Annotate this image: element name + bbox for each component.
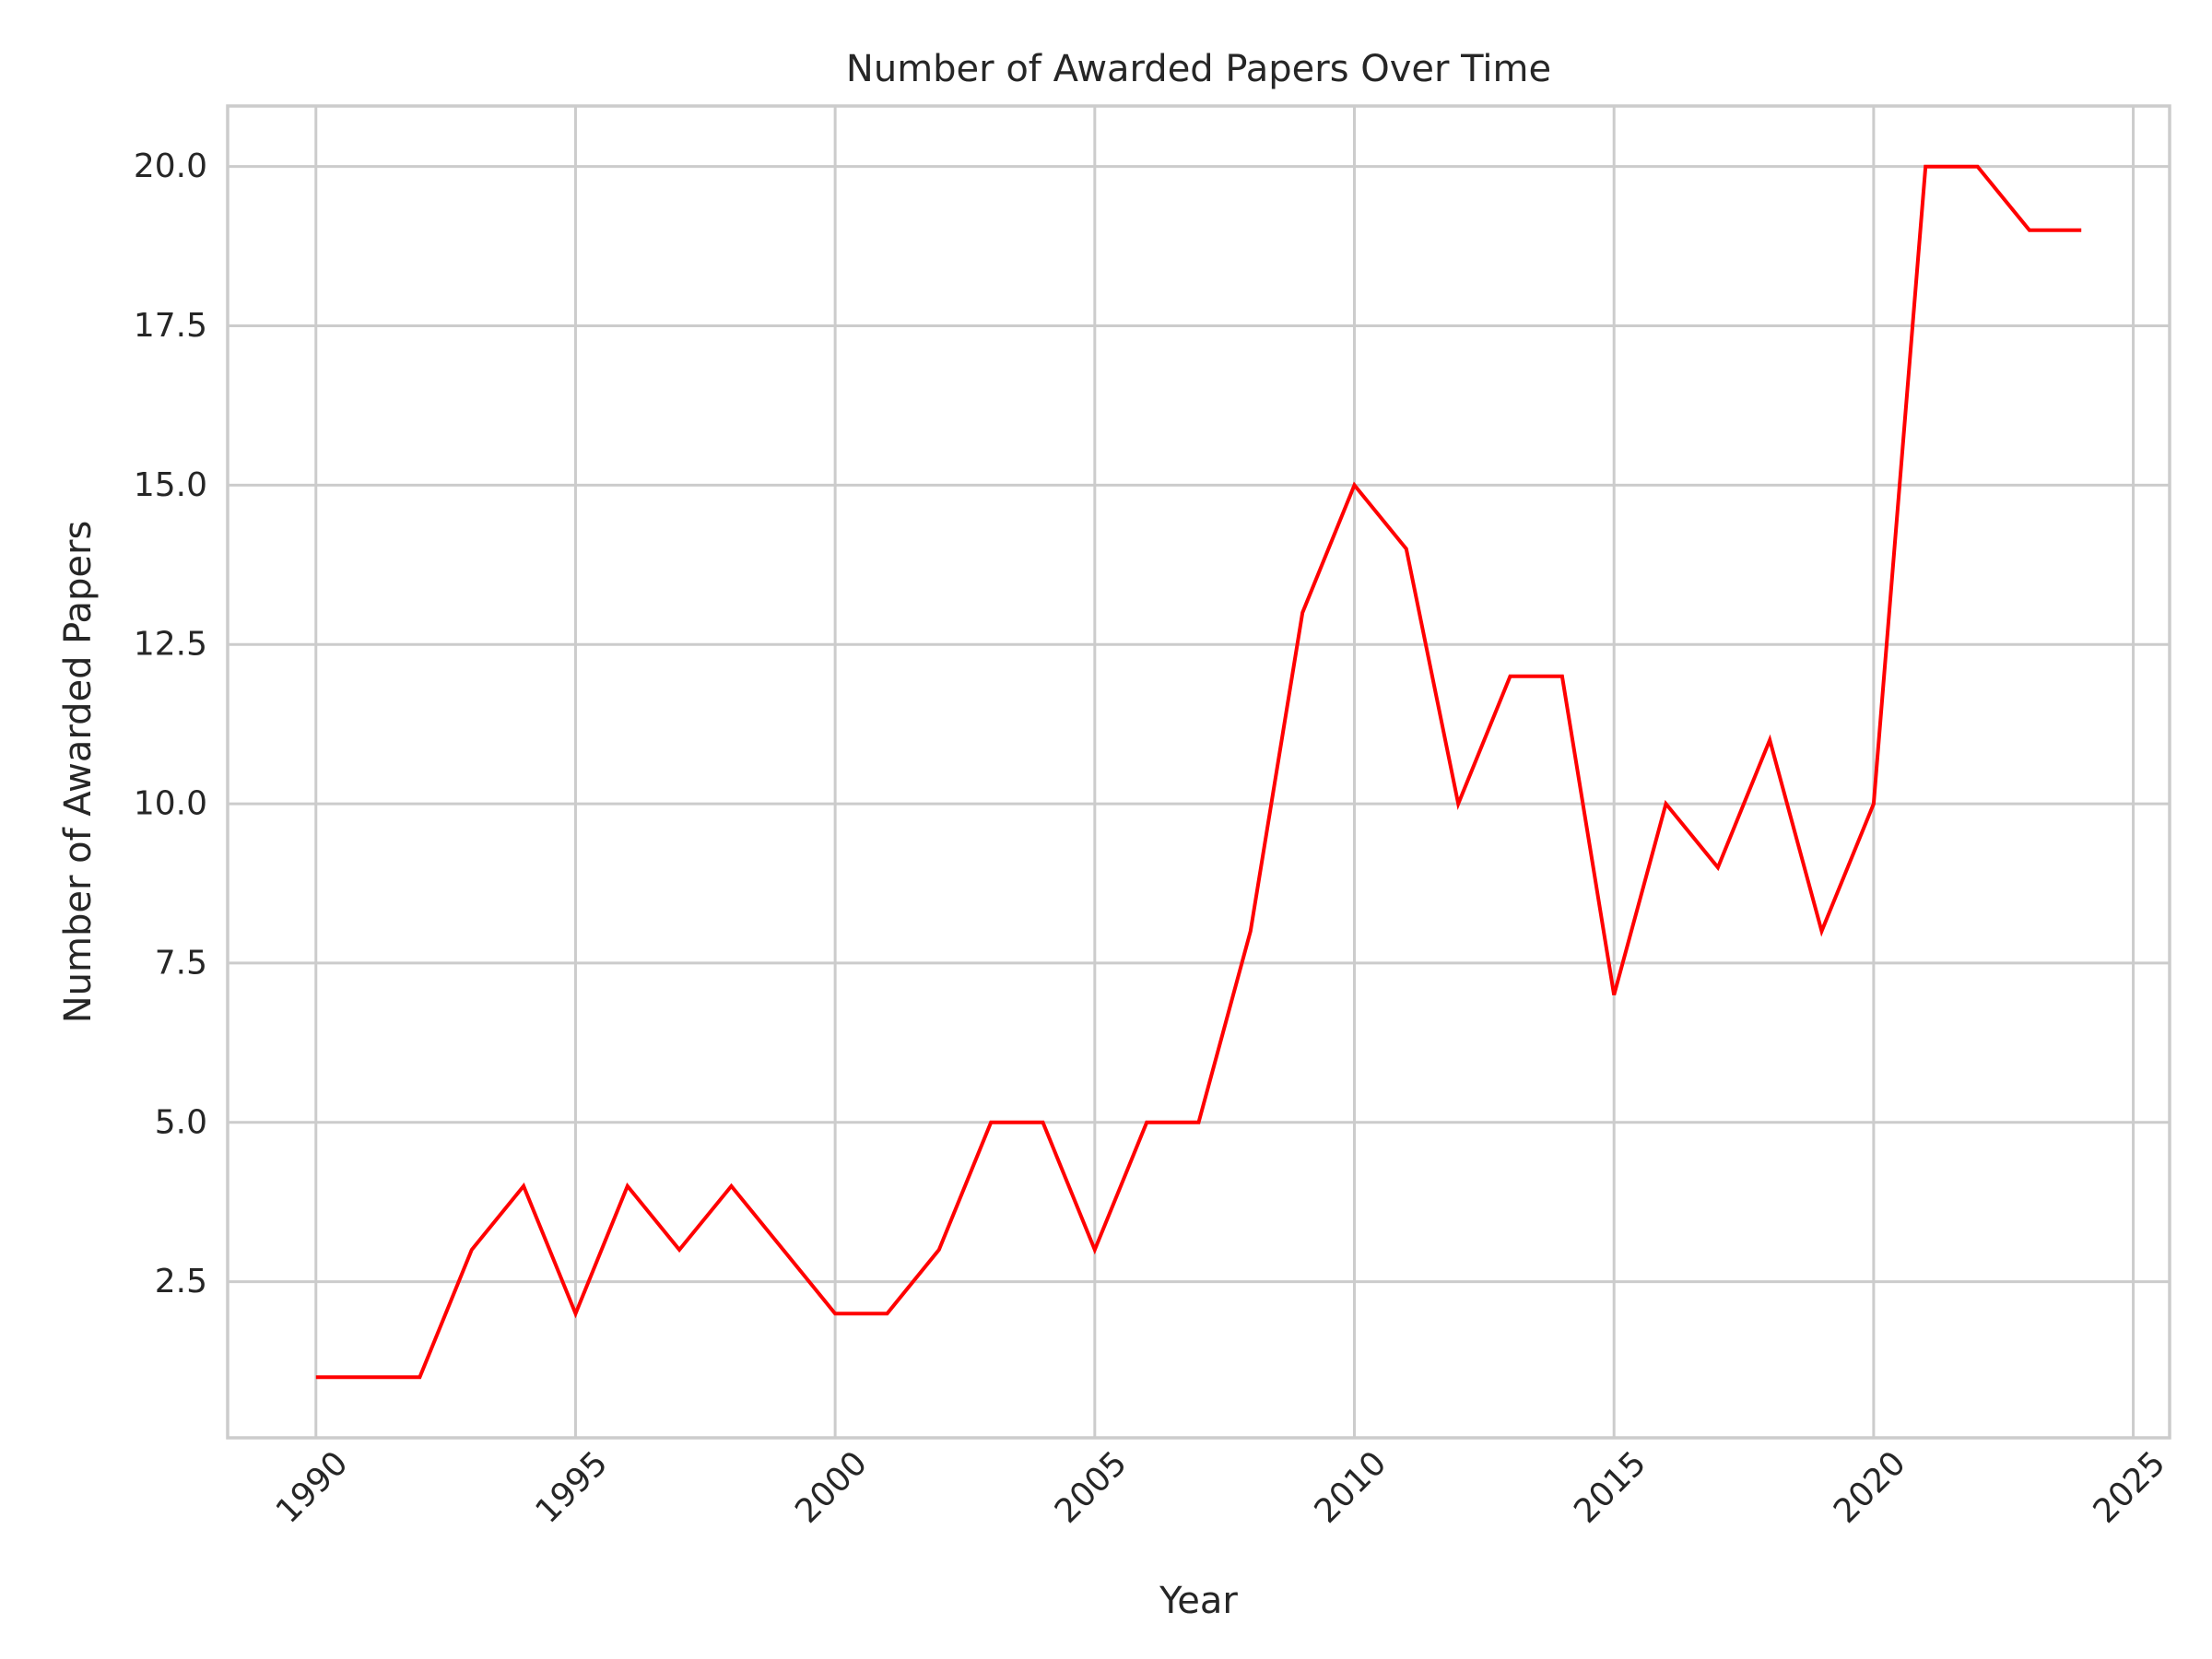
y-tick-label: 17.5 bbox=[134, 307, 207, 345]
y-axis-ticks: 2.5 5.0 7.5 10.0 12.5 15.0 17.5 20.0 bbox=[134, 147, 207, 1300]
grid bbox=[228, 106, 2170, 1438]
y-tick-label: 5.0 bbox=[155, 1103, 207, 1141]
series-group bbox=[315, 164, 2082, 1380]
y-tick-label: 10.0 bbox=[134, 785, 207, 823]
chart-title: Number of Awarded Papers Over Time bbox=[846, 48, 1551, 90]
series-line bbox=[315, 164, 2082, 1380]
y-axis-label: Number of Awarded Papers bbox=[57, 521, 100, 1024]
y-tick-label: 7.5 bbox=[155, 944, 207, 982]
x-axis-label: Year bbox=[1159, 1580, 1238, 1622]
y-tick-label: 12.5 bbox=[134, 626, 207, 664]
y-tick-label: 15.0 bbox=[134, 466, 207, 504]
y-tick-label: 2.5 bbox=[155, 1263, 207, 1300]
plot-frame bbox=[226, 104, 2171, 1440]
y-tick-label: 20.0 bbox=[134, 147, 207, 185]
